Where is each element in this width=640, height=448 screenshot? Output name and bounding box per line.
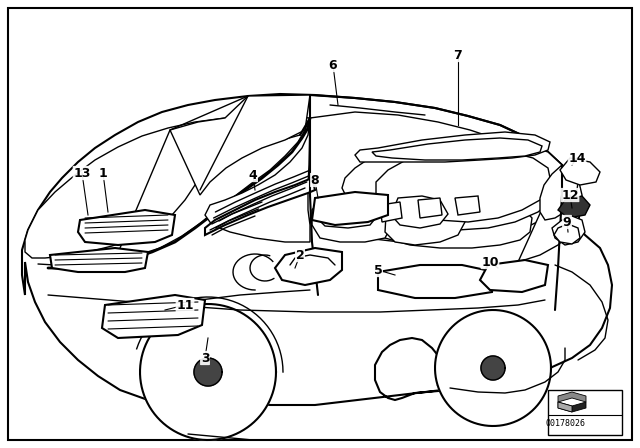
Text: 11: 11 xyxy=(176,298,194,311)
Polygon shape xyxy=(518,165,582,262)
Polygon shape xyxy=(205,178,315,235)
Polygon shape xyxy=(558,402,586,412)
Polygon shape xyxy=(25,116,310,258)
Polygon shape xyxy=(418,198,442,218)
Polygon shape xyxy=(480,260,548,292)
Polygon shape xyxy=(481,356,505,380)
Polygon shape xyxy=(312,195,392,242)
Polygon shape xyxy=(376,150,550,222)
Text: 10: 10 xyxy=(481,255,499,268)
Text: 00178026: 00178026 xyxy=(545,418,585,427)
Polygon shape xyxy=(391,196,448,228)
Text: 8: 8 xyxy=(310,173,319,186)
Text: 3: 3 xyxy=(201,352,209,365)
Polygon shape xyxy=(560,158,600,185)
Polygon shape xyxy=(360,178,532,248)
Polygon shape xyxy=(558,392,586,402)
Polygon shape xyxy=(50,248,148,272)
Polygon shape xyxy=(205,118,310,242)
Polygon shape xyxy=(380,202,402,222)
Polygon shape xyxy=(312,192,388,225)
Polygon shape xyxy=(170,95,310,195)
Bar xyxy=(548,390,622,435)
Text: 14: 14 xyxy=(568,151,586,164)
Polygon shape xyxy=(540,165,578,220)
Polygon shape xyxy=(558,196,590,218)
Polygon shape xyxy=(554,224,580,244)
Polygon shape xyxy=(355,132,550,162)
Text: 1: 1 xyxy=(99,167,108,180)
Polygon shape xyxy=(372,138,542,160)
Text: 13: 13 xyxy=(74,167,91,180)
Polygon shape xyxy=(22,94,612,405)
Polygon shape xyxy=(315,195,378,228)
Text: 7: 7 xyxy=(454,48,462,61)
Polygon shape xyxy=(194,358,222,386)
Polygon shape xyxy=(78,210,175,245)
Polygon shape xyxy=(552,216,585,245)
Polygon shape xyxy=(345,202,368,222)
Polygon shape xyxy=(305,112,558,242)
Polygon shape xyxy=(342,138,562,230)
Text: 12: 12 xyxy=(561,189,579,202)
Text: 9: 9 xyxy=(563,215,572,228)
Polygon shape xyxy=(455,196,480,215)
Polygon shape xyxy=(378,265,495,298)
Text: 6: 6 xyxy=(329,59,337,72)
Polygon shape xyxy=(275,248,342,285)
Polygon shape xyxy=(435,310,551,426)
Polygon shape xyxy=(385,195,465,245)
Polygon shape xyxy=(102,295,205,338)
Text: 5: 5 xyxy=(374,263,382,276)
Text: 4: 4 xyxy=(248,168,257,181)
Text: 2: 2 xyxy=(296,249,305,262)
Polygon shape xyxy=(140,304,276,440)
Polygon shape xyxy=(558,402,572,412)
